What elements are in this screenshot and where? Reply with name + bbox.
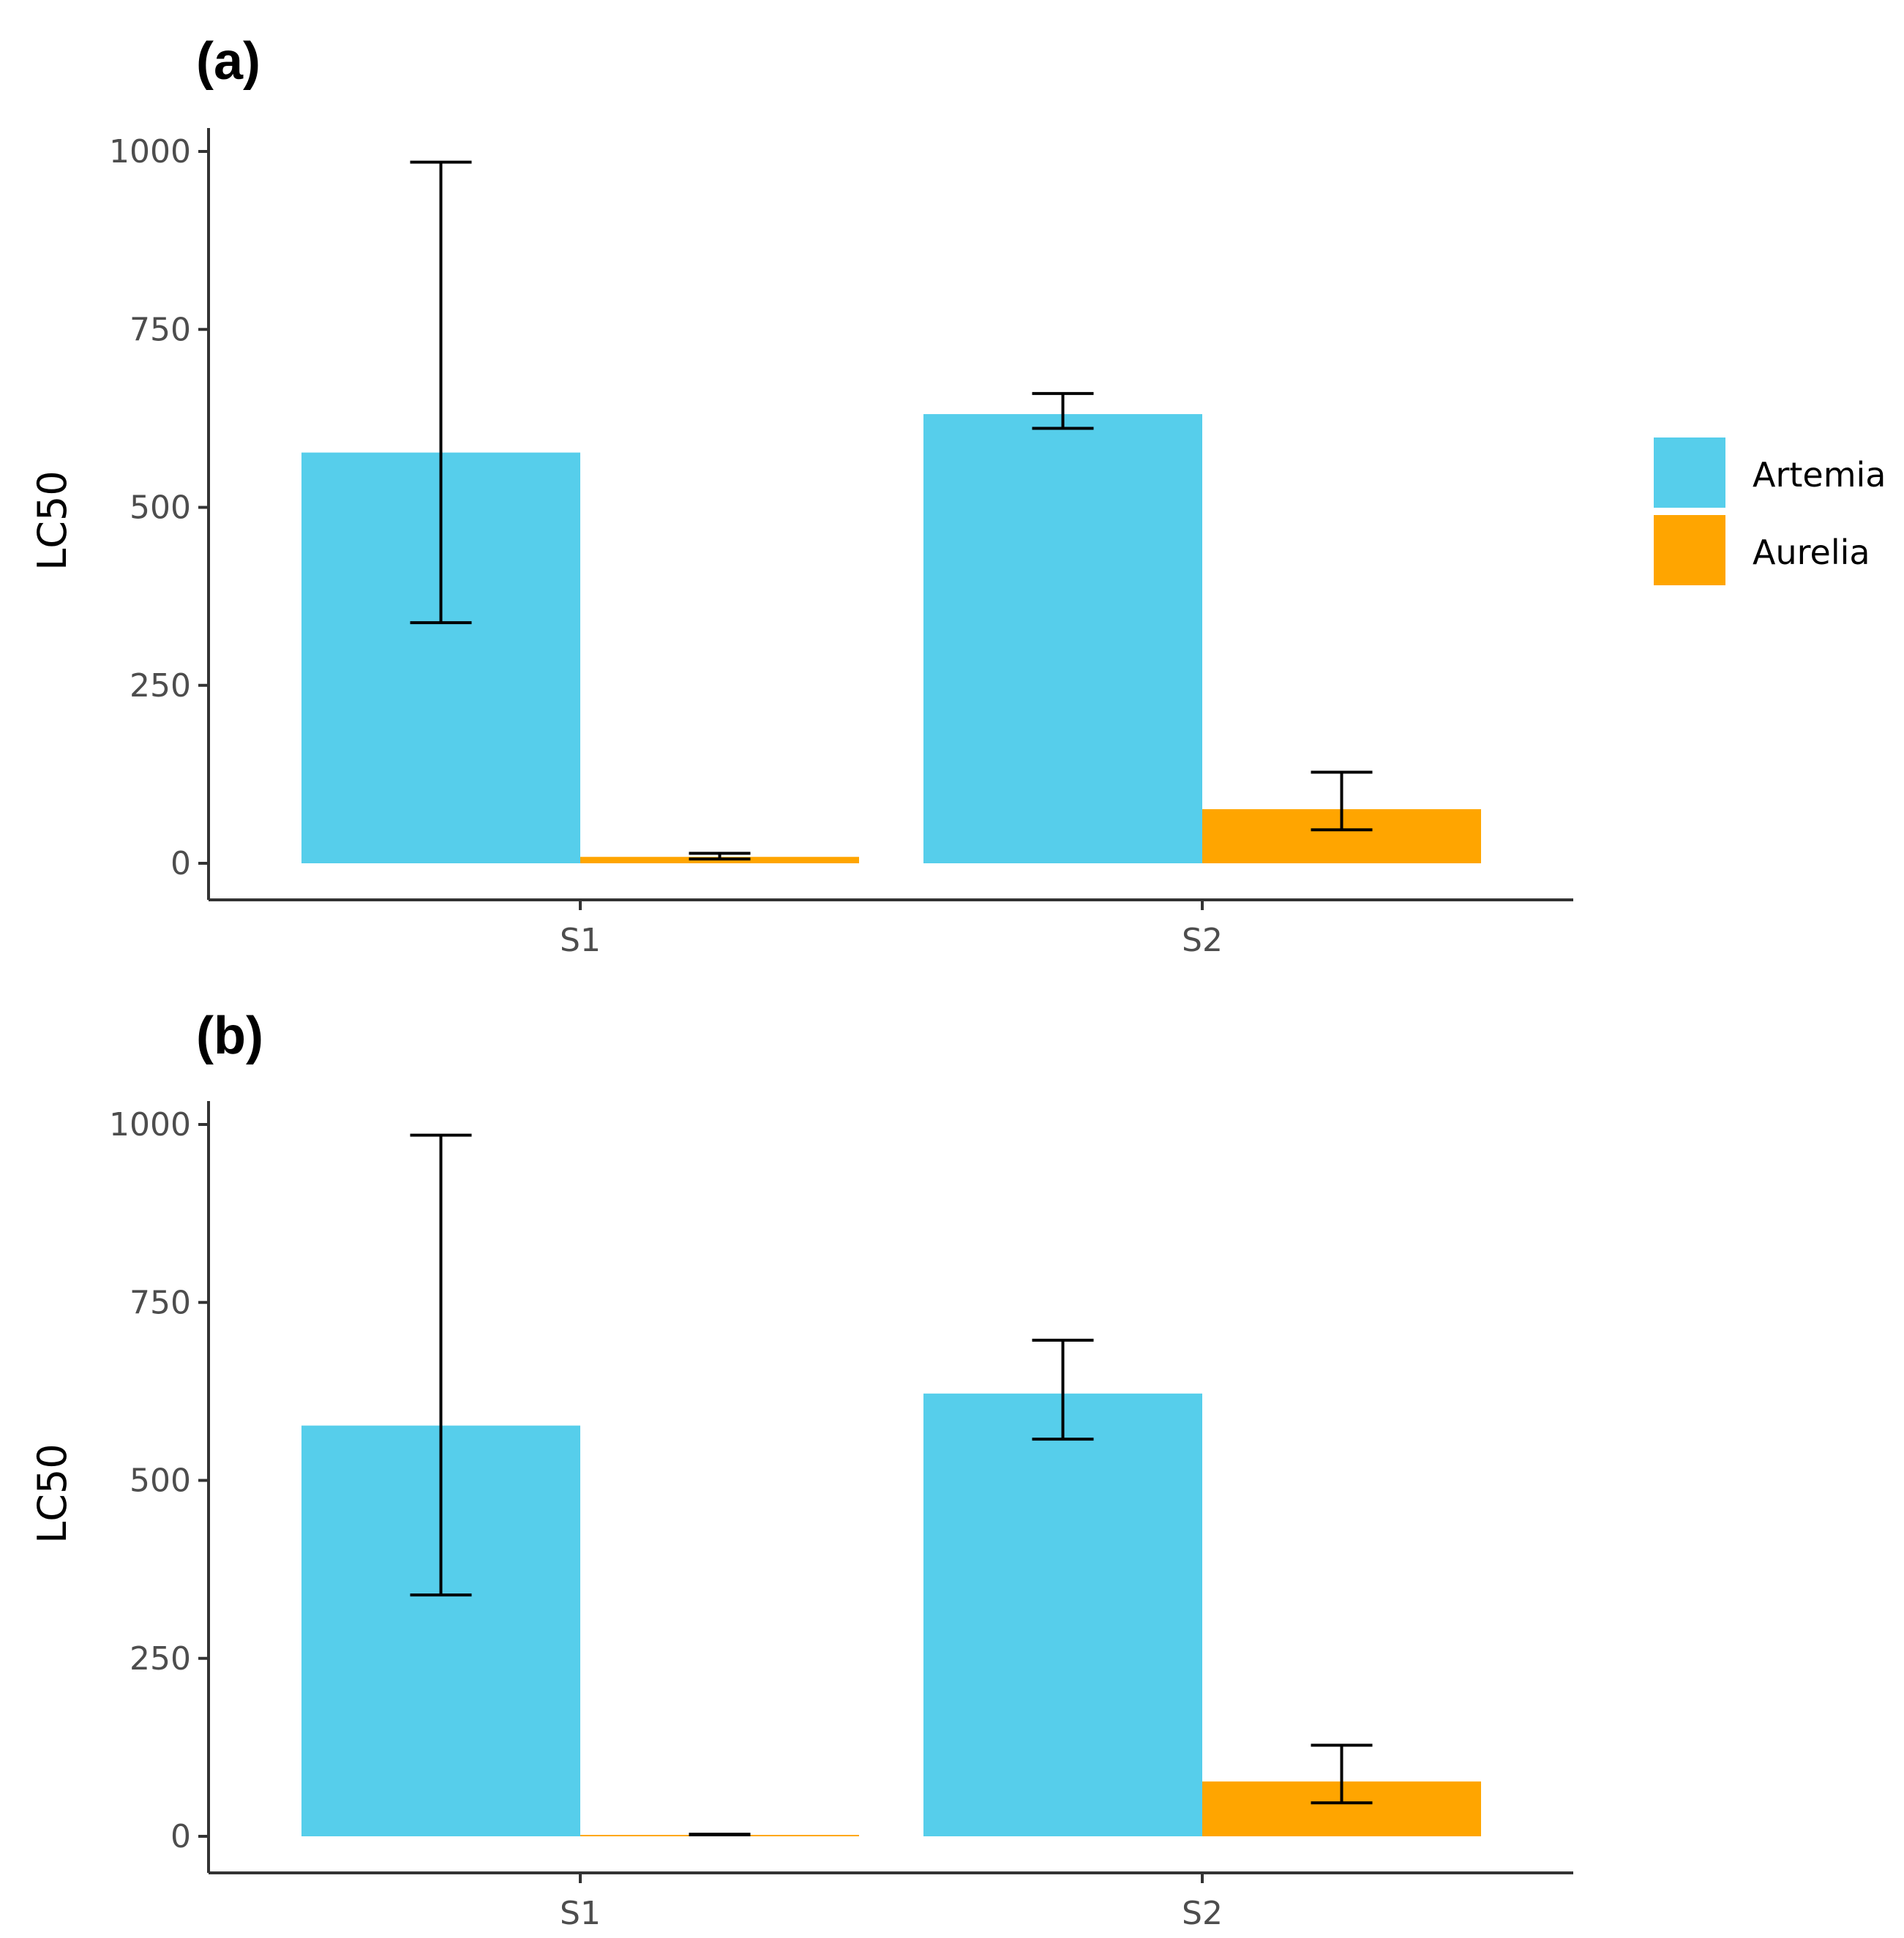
y-tick-label: 0 [170, 1818, 191, 1855]
error-bar-artemia-s2 [1032, 391, 1094, 430]
panel-b: (b) LC50 0 250 500 750 1000 S1 S2 [29, 1007, 1573, 1932]
legend-swatch-artemia [1654, 437, 1725, 508]
error-bar-artemia-s1 [410, 160, 472, 625]
x-tick-label-s2: S2 [1182, 1895, 1223, 1932]
error-bar-artemia-s1 [410, 1133, 472, 1597]
error-bar-aurelia-s1 [689, 852, 751, 861]
legend: Artemia Aurelia [1654, 437, 1886, 585]
y-tick-label: 250 [130, 667, 191, 705]
y-axis-title: LC50 [29, 1443, 75, 1544]
bar-artemia-s2 [923, 414, 1202, 863]
legend-label-artemia: Artemia [1753, 455, 1886, 495]
y-tick-label: 1000 [109, 1106, 191, 1143]
error-bar-aurelia-s2 [1311, 770, 1373, 832]
legend-label-aurelia: Aurelia [1753, 533, 1870, 572]
y-tick-label: 750 [130, 1284, 191, 1321]
error-bar-aurelia-s1 [689, 1833, 751, 1837]
y-tick-label: 0 [170, 845, 191, 882]
panel-a: (a) LC50 0 250 500 750 1000 S1 S2 [29, 32, 1573, 959]
panel-label: (a) [196, 32, 261, 91]
x-tick-label-s2: S2 [1182, 922, 1223, 959]
y-tick-label: 250 [130, 1640, 191, 1678]
panel-label: (b) [196, 1007, 263, 1065]
bar-artemia-s2 [923, 1393, 1202, 1836]
x-tick-label-s1: S1 [560, 1895, 601, 1932]
x-tick-label-s1: S1 [560, 922, 601, 959]
y-tick-label: 500 [130, 1462, 191, 1500]
legend-swatch-aurelia [1654, 515, 1725, 585]
y-tick-label: 500 [130, 489, 191, 527]
y-tick-label: 1000 [109, 133, 191, 170]
y-axis-title: LC50 [29, 470, 75, 571]
error-bar-aurelia-s2 [1311, 1743, 1373, 1805]
y-tick-label: 750 [130, 311, 191, 348]
error-bar-artemia-s2 [1032, 1338, 1094, 1441]
